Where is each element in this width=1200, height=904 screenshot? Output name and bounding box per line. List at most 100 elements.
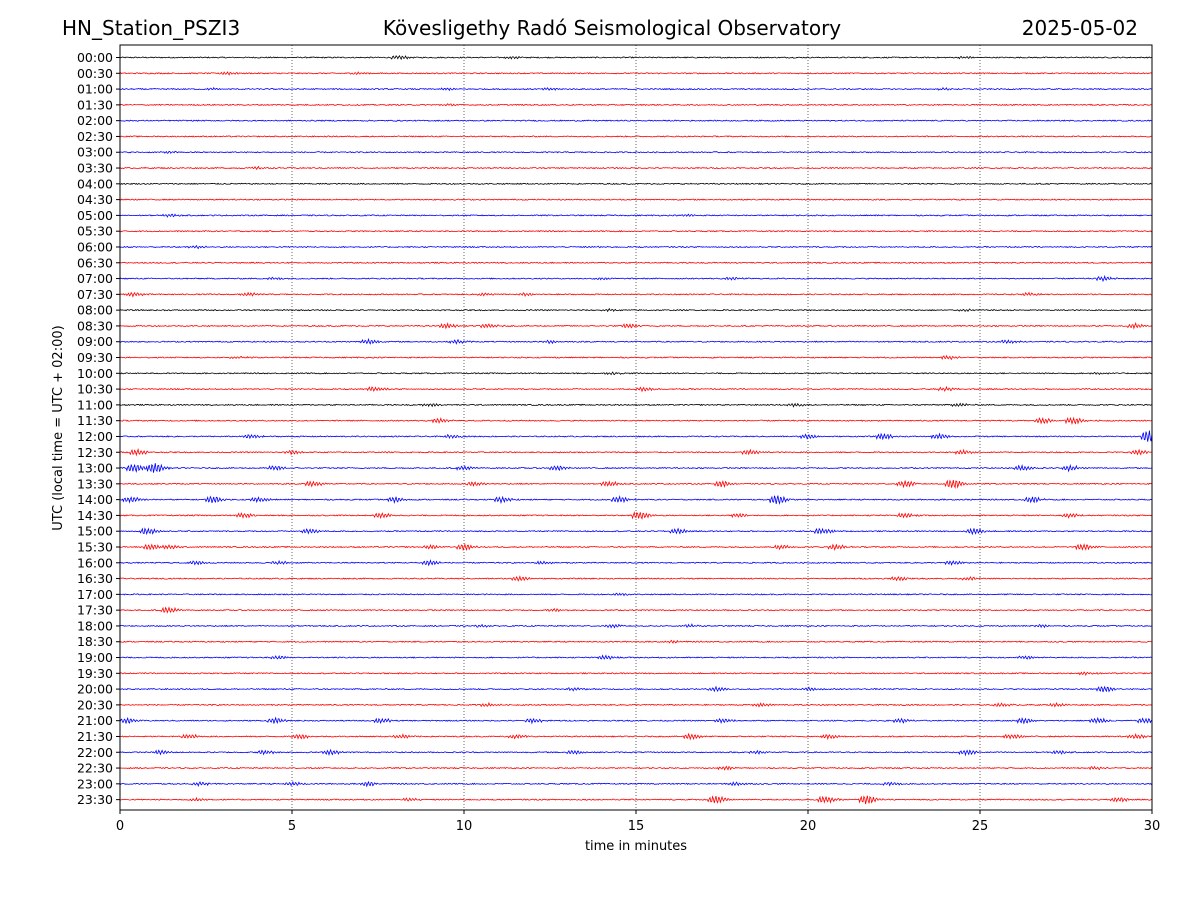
y-tick-label: 00:00 (77, 50, 113, 65)
y-tick-label: 20:00 (77, 682, 113, 697)
y-tick-label: 18:00 (77, 618, 113, 633)
trace-row-0930 (119, 354, 1153, 360)
y-tick-label: 14:30 (77, 508, 113, 523)
y-tick-label: 18:30 (77, 634, 113, 649)
y-tick-label: 08:00 (77, 303, 113, 318)
trace-row-1100 (119, 402, 1153, 408)
trace-row-0130 (119, 103, 1153, 107)
trace-row-2030 (119, 701, 1153, 708)
x-tick-label: 0 (116, 819, 124, 834)
y-tick-label: 03:30 (77, 161, 113, 176)
y-tick-label: 02:00 (77, 113, 113, 128)
y-tick-label: 13:30 (77, 476, 113, 491)
y-tick-label: 10:00 (77, 366, 113, 381)
y-tick-label: 05:30 (77, 224, 113, 239)
y-tick-label: 23:30 (77, 792, 113, 807)
trace-row-2100 (119, 716, 1153, 725)
y-tick-label: 10:30 (77, 382, 113, 397)
y-tick-label: 17:00 (77, 587, 113, 602)
y-tick-label: 17:30 (77, 603, 113, 618)
trace-row-1000 (119, 371, 1153, 376)
trace-row-2330 (119, 795, 1153, 805)
trace-row-0300 (119, 150, 1153, 154)
chart-title: Kövesligethy Radó Seismological Observat… (383, 16, 841, 40)
trace-row-0200 (119, 119, 1153, 122)
trace-row-0500 (119, 213, 1153, 218)
trace-row-0600 (119, 244, 1153, 250)
record-date: 2025-05-02 (1022, 16, 1138, 40)
trace-row-1830 (119, 639, 1153, 644)
y-tick-label: 05:00 (77, 208, 113, 223)
trace-row-1900 (119, 654, 1153, 661)
y-tick-label: 03:00 (77, 145, 113, 160)
y-tick-label: 06:00 (77, 239, 113, 254)
trace-row-0700 (119, 274, 1153, 283)
y-tick-label: 04:30 (77, 192, 113, 207)
y-tick-label: 07:00 (77, 271, 113, 286)
trace-row-0330 (119, 165, 1153, 171)
trace-row-0830 (119, 321, 1153, 330)
y-tick-label: 23:00 (77, 776, 113, 791)
y-tick-label: 07:30 (77, 287, 113, 302)
trace-row-0030 (119, 71, 1153, 76)
y-tick-label: 09:00 (77, 334, 113, 349)
x-tick-label: 25 (972, 819, 989, 834)
y-tick-label: 19:00 (77, 650, 113, 665)
y-tick-label: 15:00 (77, 524, 113, 539)
y-tick-label: 16:30 (77, 571, 113, 586)
trace-row-0530 (119, 229, 1153, 233)
x-tick-label: 30 (1144, 819, 1161, 834)
y-tick-label: 04:00 (77, 176, 113, 191)
x-tick-label: 15 (628, 819, 645, 834)
y-tick-label: 01:30 (77, 97, 113, 112)
y-tick-label: 15:30 (77, 539, 113, 554)
x-axis-label: time in minutes (585, 839, 687, 854)
x-tick-label: 5 (288, 819, 296, 834)
trace-row-1230 (119, 447, 1153, 457)
trace-row-1730 (119, 606, 1153, 614)
y-tick-label: 16:00 (77, 555, 113, 570)
trace-row-0230 (119, 135, 1153, 138)
y-tick-label: 21:30 (77, 729, 113, 744)
trace-row-1430 (119, 510, 1153, 520)
x-tick-label: 20 (800, 819, 817, 834)
y-tick-label: 14:00 (77, 492, 113, 507)
trace-row-0100 (119, 86, 1153, 92)
y-tick-label: 19:30 (77, 666, 113, 681)
y-tick-label: 12:00 (77, 429, 113, 444)
trace-group (119, 54, 1153, 805)
trace-row-2300 (119, 780, 1153, 788)
trace-row-0630 (119, 261, 1153, 264)
y-tick-label: 22:00 (77, 745, 113, 760)
y-axis-label: UTC (local time = UTC + 02:00) (51, 325, 66, 530)
trace-row-0400 (119, 182, 1153, 185)
y-tick-label: 20:30 (77, 697, 113, 712)
trace-row-1530 (119, 543, 1153, 552)
trace-row-1330 (119, 479, 1153, 490)
y-tick-label: 11:30 (77, 413, 113, 428)
trace-row-0800 (119, 307, 1153, 313)
trace-row-2130 (119, 732, 1153, 741)
trace-row-1800 (119, 623, 1153, 629)
trace-row-1200 (119, 430, 1153, 442)
y-tick-label: 21:00 (77, 713, 113, 728)
y-tick-label: 08:30 (77, 318, 113, 333)
trace-row-1600 (119, 559, 1153, 567)
y-axis-ticks: 00:0000:3001:0001:3002:0002:3003:0003:30… (77, 50, 120, 807)
x-axis-ticks: 0 5 10 15 20 25 30 (116, 810, 1160, 834)
trace-row-2000 (119, 685, 1153, 693)
trace-row-1700 (119, 592, 1153, 597)
trace-row-1630 (119, 575, 1153, 582)
trace-row-0430 (119, 198, 1153, 201)
trace-row-0730 (119, 291, 1153, 298)
trace-row-0900 (119, 337, 1153, 345)
y-tick-label: 11:00 (77, 397, 113, 412)
trace-row-1130 (119, 416, 1153, 426)
y-tick-label: 01:00 (77, 82, 113, 97)
y-tick-label: 02:30 (77, 129, 113, 144)
trace-row-1500 (119, 527, 1153, 536)
trace-row-1300 (119, 463, 1153, 473)
x-tick-label: 10 (456, 819, 473, 834)
